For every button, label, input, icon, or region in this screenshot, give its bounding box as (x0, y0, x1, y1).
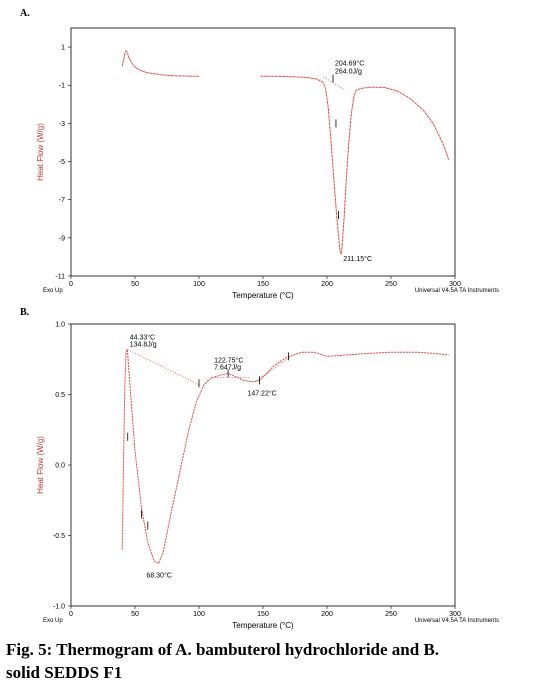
x-tick-label: 50 (131, 611, 139, 618)
peak-annotation: 44.33°C (130, 333, 155, 341)
peak-annotation: 122.75°C (214, 356, 243, 364)
y-axis-title: Heat Flow (W/g) (36, 123, 45, 181)
y-tick-label: 0.0 (55, 463, 65, 470)
integration-baseline (256, 356, 292, 381)
x-tick-label: 250 (385, 281, 397, 288)
x-axis-title: Temperature (°C) (232, 291, 294, 300)
instrument-label: Universal V4.5A TA Instruments (415, 288, 499, 294)
y-tick-label: -1 (59, 83, 65, 90)
peak-annotation: 211.15°C (343, 255, 372, 263)
x-tick-label: 150 (257, 281, 269, 288)
x-tick-label: 100 (193, 611, 205, 618)
y-tick-label: -9 (59, 235, 65, 242)
peak-annotation: 204.69°C (335, 60, 364, 68)
integration-baseline (127, 349, 200, 385)
y-tick-label: -1.0 (53, 604, 65, 611)
y-tick-label: 1.0 (55, 322, 65, 329)
panel-b-chart: B. 0 50 100 150 200 250 300 1.0 0.5 0.0 -0.5 -1.0 Tem… (20, 307, 499, 630)
y-tick-label: -11 (55, 274, 65, 281)
exo-up-label: Exo Up (43, 618, 63, 624)
caption-line-2: solid SEDDS F1 (6, 663, 123, 682)
y-tick-label: -5 (59, 159, 65, 166)
peak-annotation: 7.647J/g (214, 364, 241, 371)
peak-annotation: 134.8J/g (130, 341, 157, 348)
y-axis-title: Heat Flow (W/g) (36, 436, 45, 494)
x-axis-title: Temperature (°C) (232, 621, 294, 630)
peak-annotation: 147.22°C (247, 389, 276, 397)
x-tick-label: 200 (321, 281, 333, 288)
peak-annotation: 264.0J/g (335, 69, 362, 76)
caption-line-1: Fig. 5: Thermogram of A. bambuterol hydr… (6, 640, 440, 659)
exo-up-label: Exo Up (43, 288, 63, 294)
panel-label: B. (20, 307, 30, 318)
y-tick-label: -7 (59, 197, 65, 204)
x-tick-label: 0 (69, 281, 73, 288)
heat-flow-curve (121, 49, 200, 77)
x-tick-label: 150 (257, 611, 269, 618)
peak-annotation: 68.30°C (146, 572, 171, 580)
figure-caption: Fig. 5: Thermogram of A. bambuterol hydr… (6, 638, 536, 684)
y-tick-label: 0.5 (55, 392, 65, 399)
y-tick-label: -0.5 (53, 533, 65, 540)
x-tick-label: 300 (449, 281, 461, 288)
y-tick-label: 1 (61, 45, 65, 52)
plot-frame (70, 27, 456, 277)
panel-label: A. (20, 8, 30, 19)
x-tick-label: 200 (321, 611, 333, 618)
x-tick-label: 250 (385, 611, 397, 618)
heat-flow-curve (121, 347, 449, 565)
x-tick-label: 0 (69, 611, 73, 618)
x-tick-label: 50 (131, 281, 139, 288)
x-tick-label: 100 (193, 281, 205, 288)
y-tick-label: -3 (59, 121, 65, 128)
instrument-label: Universal V4.5A TA Instruments (415, 618, 499, 624)
panel-a-chart: A. 0 50 100 150 200 250 300 1 -1 -3 -5 -7 -9 -11 Temper… (20, 8, 499, 300)
integration-baseline (322, 76, 346, 91)
heat-flow-curve (260, 75, 450, 255)
x-tick-label: 300 (449, 611, 461, 618)
